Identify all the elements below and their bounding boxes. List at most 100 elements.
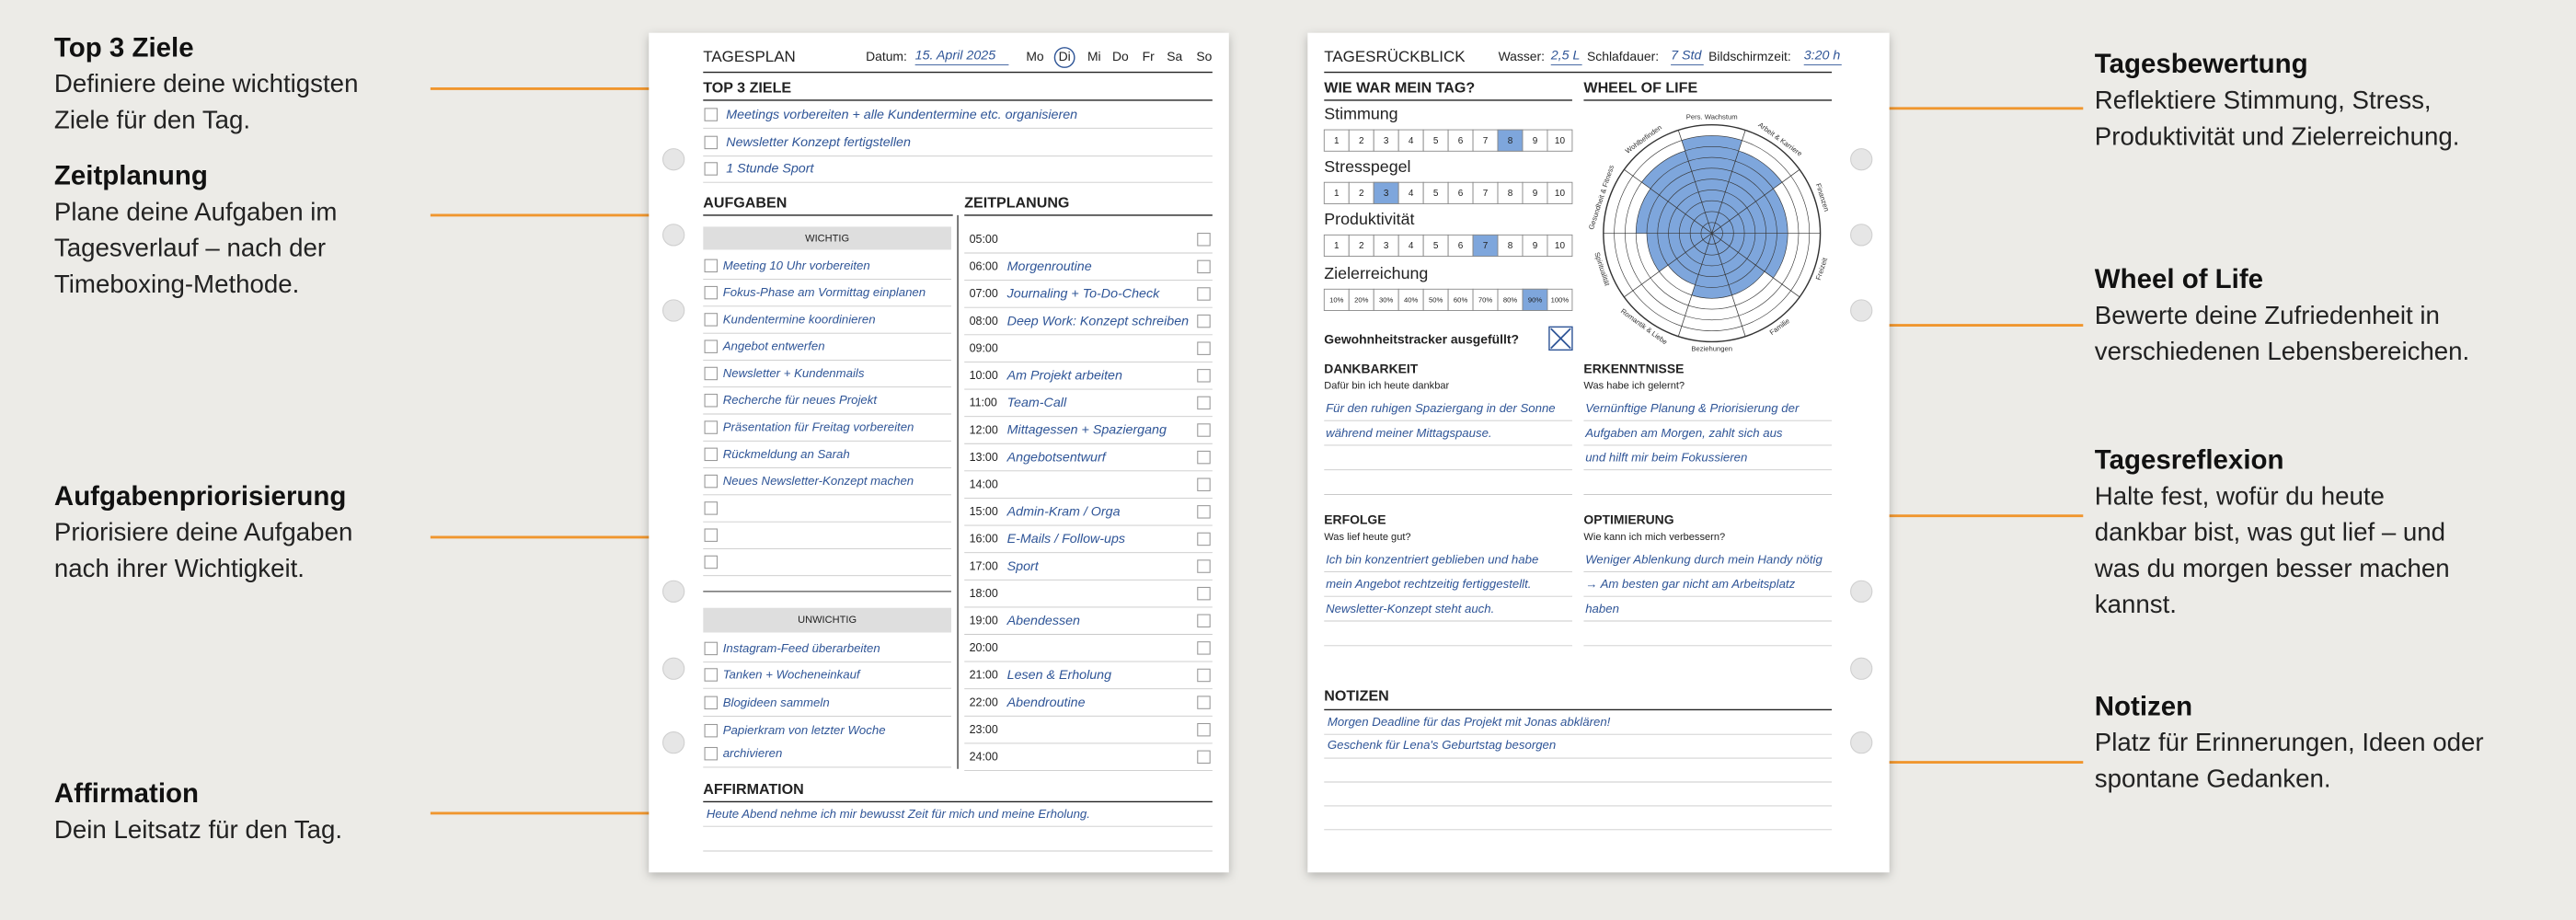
affirmation: Heute Abend nehme ich mir bewusst Zeit f… xyxy=(707,807,1090,821)
annotation-title: Tagesbewertung xyxy=(2095,49,2308,79)
schedule-entry: E-Mails / Follow-ups xyxy=(1007,532,1125,546)
wheel-segment xyxy=(1668,233,1712,285)
checkbox xyxy=(1197,423,1211,437)
content: Top 3 Ziele Definiere deine wichtigsten Zi… xyxy=(54,32,2484,873)
task: Rückmeldung an Sarah xyxy=(723,447,850,461)
annotation-text: Timeboxing-Methode. xyxy=(54,270,299,298)
section-title: TOP 3 ZIELE xyxy=(703,80,791,97)
reflection-title: ERKENNTNISSE xyxy=(1583,361,1684,375)
rating-box xyxy=(1547,288,1573,311)
wheel-spoke xyxy=(1711,233,1746,337)
rating-box xyxy=(1547,181,1573,204)
checkbox xyxy=(704,366,718,381)
checkbox xyxy=(1197,641,1211,655)
reflection-title: OPTIMIERUNG xyxy=(1583,512,1673,527)
reflection-entry: Für den ruhigen Spaziergang in der Sonne xyxy=(1326,401,1556,415)
checkbox xyxy=(704,723,718,738)
annotation-text: kannst. xyxy=(2095,590,2177,618)
habit-label: Gewohnheitstracker ausgefüllt? xyxy=(1324,331,1519,346)
time: 09:00 xyxy=(970,341,998,354)
rating-number: 50% xyxy=(1429,295,1443,304)
rating-number: 6 xyxy=(1458,189,1464,199)
checkbox xyxy=(1197,696,1211,709)
priority-header xyxy=(703,607,951,633)
time: 06:00 xyxy=(970,260,998,273)
wheel-segment xyxy=(1646,233,1712,272)
wheel-spoke xyxy=(1711,233,1800,298)
stat-value: 3:20 h xyxy=(1804,48,1841,63)
checkbox xyxy=(1197,559,1211,573)
checkbox xyxy=(1197,722,1211,737)
wheel-spoke xyxy=(1711,130,1746,234)
note-entry: Morgen Deadline für das Projekt mit Jona… xyxy=(1328,715,1611,729)
checkbox xyxy=(704,555,718,569)
reflection-entry: während meiner Mittagspause. xyxy=(1326,426,1492,440)
schedule-entry: Am Projekt arbeiten xyxy=(1006,369,1122,384)
date-label: Datum: xyxy=(866,49,907,63)
rating-number: 100% xyxy=(1551,295,1570,304)
task: archivieren xyxy=(723,746,783,760)
rating-label: Zielerreichung xyxy=(1324,264,1428,282)
annotation-text: Priorisiere deine Aufgaben xyxy=(54,518,352,546)
wheel-spoke xyxy=(1677,130,1713,234)
time: 11:00 xyxy=(970,397,997,409)
checkbox xyxy=(704,135,718,150)
reflection-title: DANKBARKEIT xyxy=(1324,361,1418,375)
time: 14:00 xyxy=(970,477,998,490)
reflection-entry: und hilft mir beim Fokussieren xyxy=(1585,451,1747,465)
reflection-prompt: Dafür bin ich heute dankbar xyxy=(1324,381,1449,392)
wheel-segment xyxy=(1711,233,1788,279)
page xyxy=(1307,32,1890,873)
rating-number: 7 xyxy=(1483,189,1489,199)
checkbox xyxy=(1197,369,1211,383)
checkbox xyxy=(704,746,718,761)
annotation-title: Aufgabenpriorisierung xyxy=(54,481,346,512)
checkbox xyxy=(1197,586,1211,601)
annotation-title: Wheel of Life xyxy=(2095,264,2263,294)
task: Meeting 10 Uhr vorbereiten xyxy=(723,259,870,272)
annotation-text: spontane Gedanken. xyxy=(2095,765,2331,793)
punch-hole xyxy=(1850,657,1873,680)
stat-value: 2,5 L xyxy=(1550,48,1581,63)
page-title: TAGESRÜCKBLICK xyxy=(1324,48,1466,65)
wheel-segment xyxy=(1636,189,1712,234)
annotation-text: verschiedenen Lebensbereichen. xyxy=(2095,337,2469,365)
time: 10:00 xyxy=(970,369,998,382)
page-title: TAGESPLAN xyxy=(703,48,796,65)
checkbox xyxy=(1197,532,1211,546)
reflection-prompt: Wie kann ich mich verbessern? xyxy=(1583,532,1725,543)
stat-value: 7 Std xyxy=(1671,48,1702,63)
note-entry: Geschenk für Lena's Geburtstag besorgen xyxy=(1328,738,1556,752)
time: 20:00 xyxy=(970,641,998,654)
checkbox xyxy=(1197,750,1211,765)
rating-number: 7 xyxy=(1483,241,1489,251)
rating-number: 4 xyxy=(1409,136,1414,146)
reflection-entry: Aufgaben am Morgen, zahlt sich aus xyxy=(1584,426,1783,440)
rating-number: 40% xyxy=(1404,295,1419,304)
punch-hole xyxy=(661,580,685,603)
section-title: AUFGABEN xyxy=(703,195,787,212)
annotation-text: Produktivität und Zielerreichung. xyxy=(2095,121,2460,150)
weekday: Do xyxy=(1112,49,1129,63)
rating-number: 1 xyxy=(1334,241,1340,251)
rating-box xyxy=(1547,129,1573,152)
stat-label: Bildschirmzeit: xyxy=(1708,49,1791,63)
rating-number: 70% xyxy=(1478,295,1493,304)
checkbox xyxy=(704,394,718,408)
punch-hole xyxy=(1850,148,1873,171)
rating-number: 10 xyxy=(1555,136,1566,146)
time: 24:00 xyxy=(970,751,998,764)
rating-number: 60% xyxy=(1454,295,1468,304)
rating-number: 4 xyxy=(1409,189,1414,199)
rating-number: 9 xyxy=(1533,189,1538,199)
reflection-entry: Vernünftige Planung & Priorisierung der xyxy=(1585,401,1800,415)
goal: Meetings vorbereiten + alle Kundentermin… xyxy=(726,108,1077,122)
schedule-entry: Abendroutine xyxy=(1006,696,1086,710)
rating-number: 1 xyxy=(1334,189,1340,199)
weekday: So xyxy=(1196,49,1212,63)
reflection-title: ERFOLGE xyxy=(1324,512,1386,527)
task: Papierkram von letzter Woche xyxy=(723,723,886,737)
schedule-entry: Sport xyxy=(1007,559,1040,574)
checkbox xyxy=(704,528,718,542)
rating-number: 6 xyxy=(1458,136,1464,146)
